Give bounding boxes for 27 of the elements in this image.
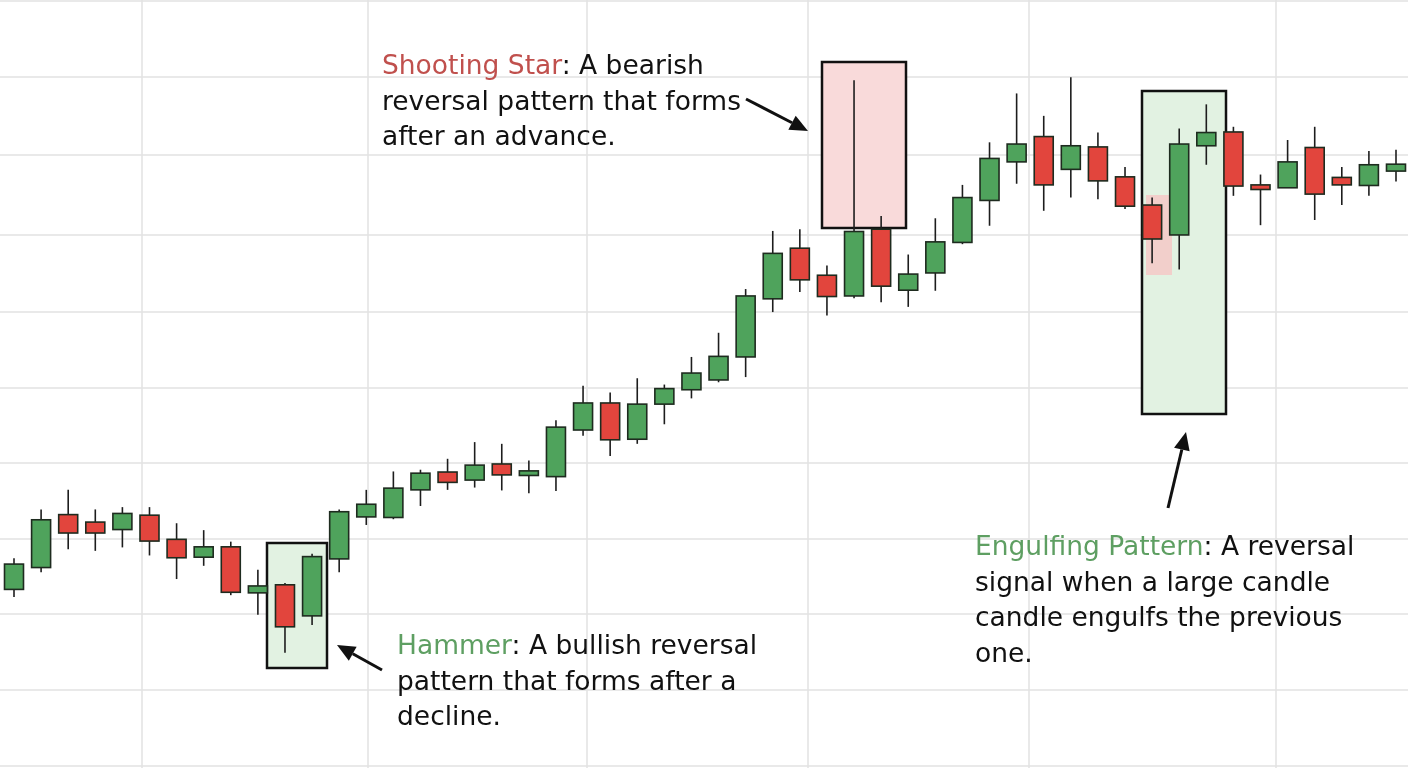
candlestick [84,508,106,552]
candlestick [518,459,540,495]
candlestick [681,356,702,400]
candlestick [1358,150,1380,197]
candlestick [1331,166,1353,206]
candlestick [1385,149,1407,183]
candlestick [57,489,79,550]
candlestick [1060,76,1082,199]
candlestick [355,489,377,526]
candlestick [247,569,269,616]
candlestick [1006,92,1027,185]
annotation: Engulfing Pattern: A reversal signal when a large candle candle engulfs the previous one. [975,530,1355,668]
candlestick [464,441,485,489]
candlestick [112,506,133,549]
annotation: Shooting Star: A bearish reversal pattern that forms after an advance. [382,49,741,151]
candlestick [1196,103,1217,166]
candlestick [410,468,431,507]
candlestick [1250,173,1271,226]
candlestick [166,522,187,580]
candlestick [193,529,214,567]
candlestick [708,331,729,384]
annotation: Hammer: A bullish reversal pattern that forms after a decline. [397,629,758,731]
candlestick [897,253,919,308]
candlestick [654,383,675,426]
candlestick [437,457,458,491]
candlestick [491,443,513,492]
candlestick [816,264,838,317]
